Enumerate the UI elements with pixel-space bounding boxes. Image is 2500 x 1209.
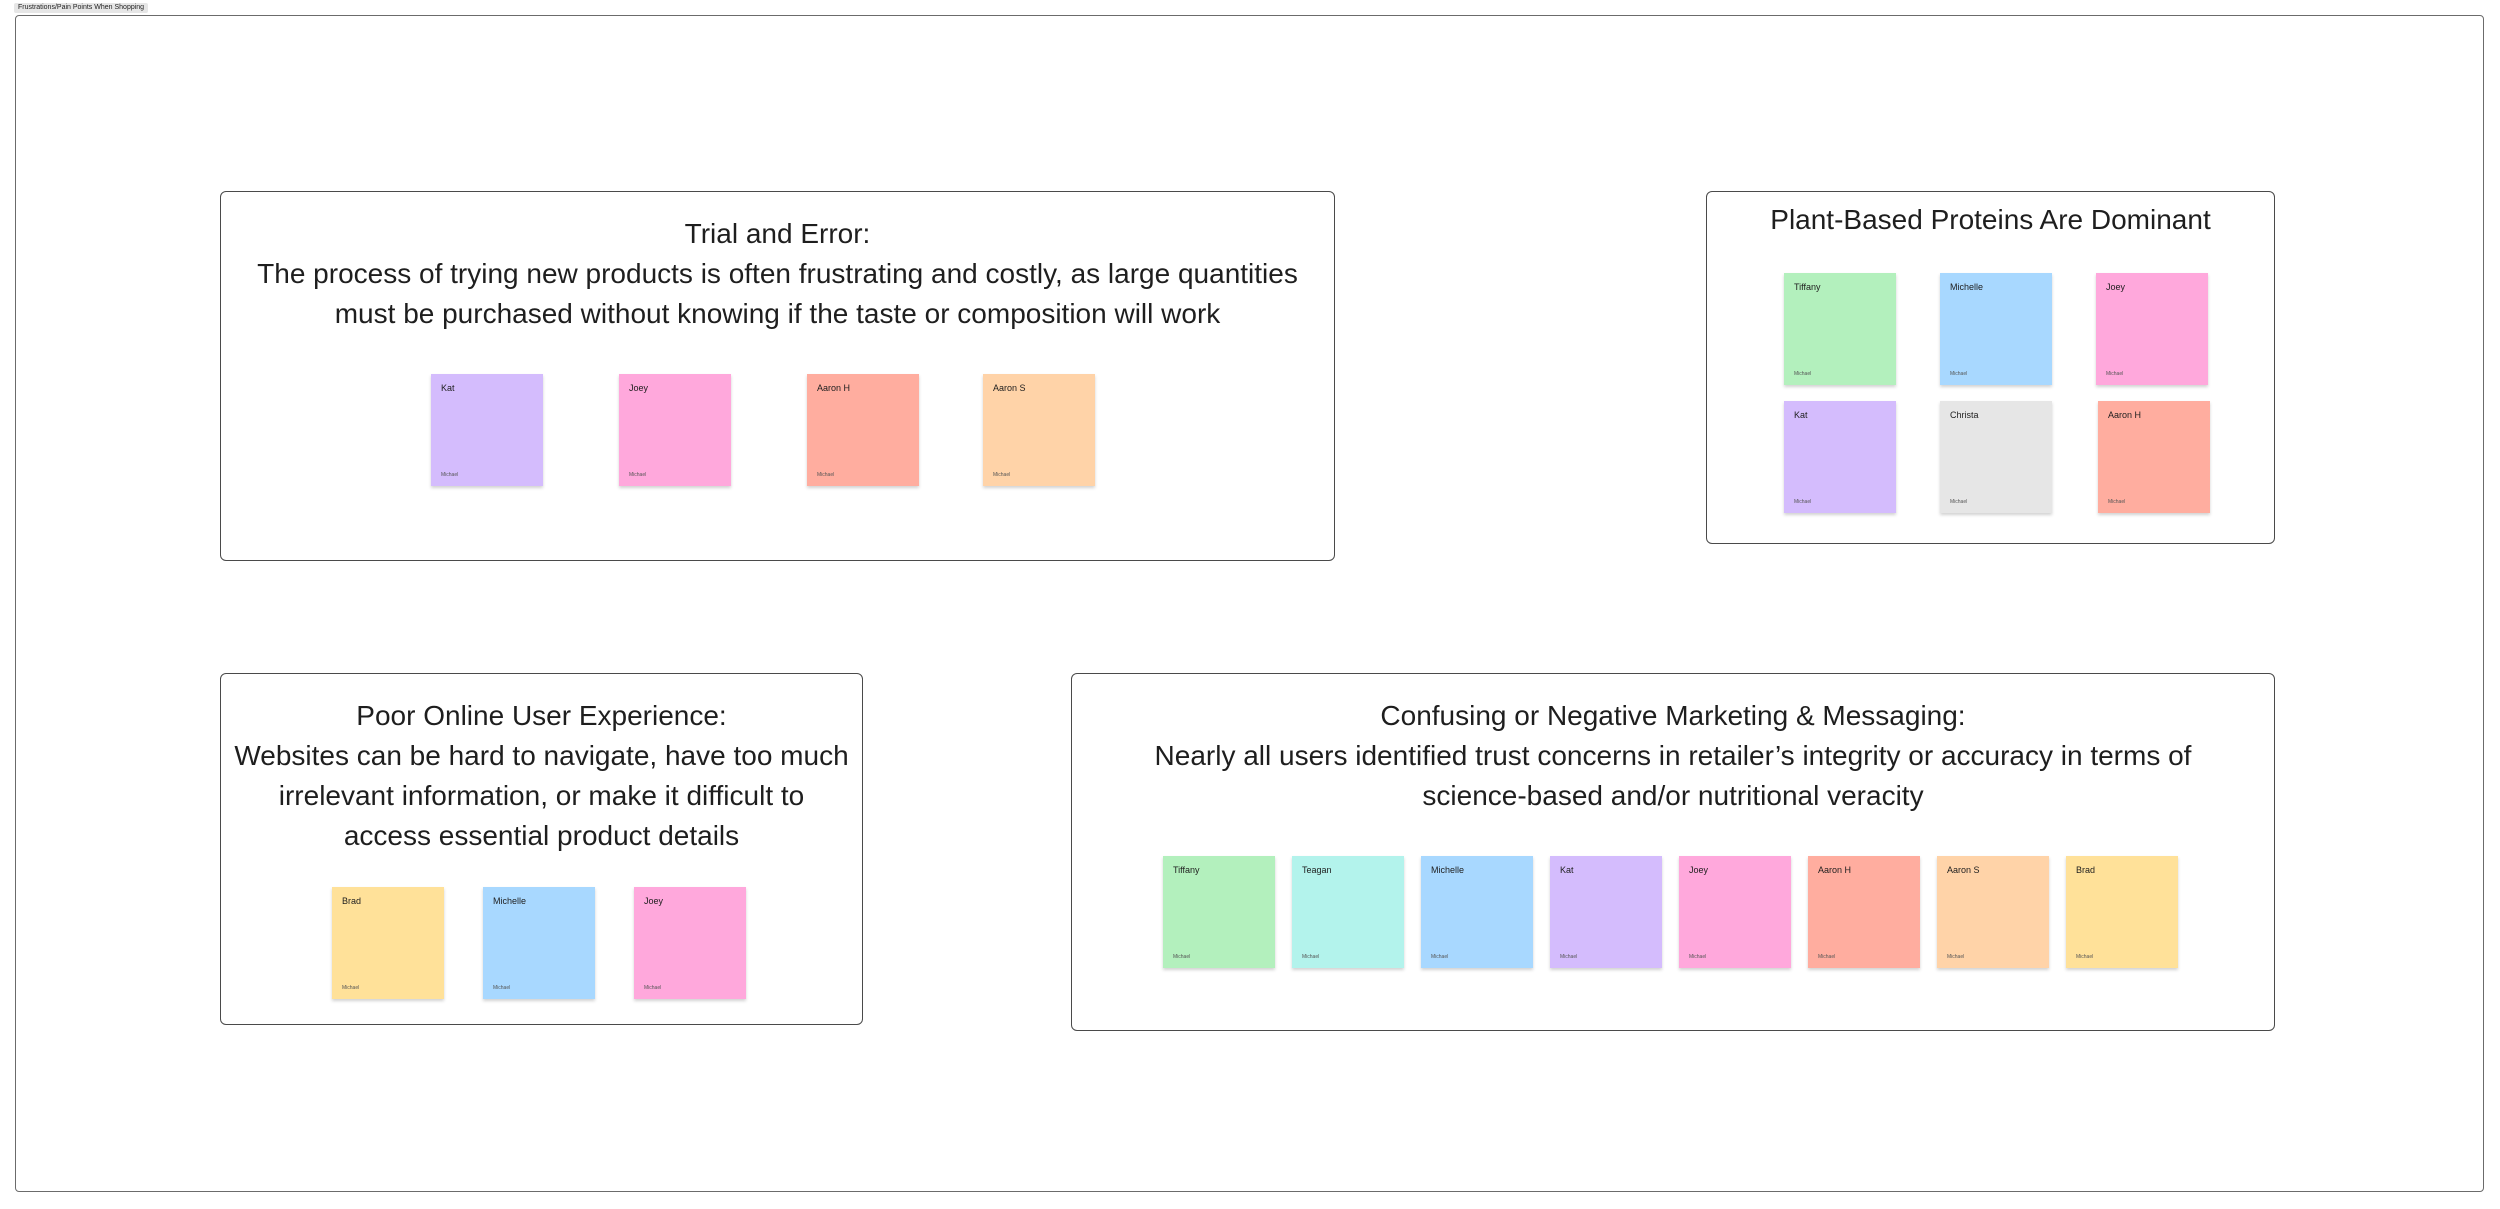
sticky-note-author: Michael (1560, 954, 1578, 960)
sticky-note-name: Kat (441, 383, 455, 393)
sticky-note[interactable]: Michelle Michael (1421, 856, 1533, 968)
sticky-note[interactable]: Aaron H Michael (807, 374, 919, 486)
sticky-note[interactable]: Christa Michael (1940, 401, 2052, 513)
sticky-note-name: Joey (629, 383, 649, 393)
sticky-note-author: Michael (1302, 954, 1320, 960)
sticky-note-name: Aaron H (817, 383, 851, 393)
sticky-note[interactable]: Kat Michael (1784, 401, 1896, 513)
sticky-note-author: Michael (993, 472, 1011, 478)
sticky-note[interactable]: Joey Michael (634, 887, 746, 999)
section-title: Trial and Error: (684, 218, 871, 249)
sticky-note[interactable]: Joey Michael (619, 374, 731, 486)
sticky-note-author: Michael (644, 985, 662, 991)
sticky-note-name: Michelle (1431, 865, 1465, 875)
section-trial-and-error[interactable]: Trial and Error: The process of trying ne… (220, 191, 1335, 561)
frame-title[interactable]: Frustrations/Pain Points When Shopping (14, 3, 149, 13)
sticky-note-author: Michael (441, 472, 459, 478)
section-description-line: The process of trying new products is of… (257, 258, 1298, 289)
sticky-note-name: Aaron S (993, 383, 1026, 393)
section-description-line: Websites can be hard to navigate, have t… (234, 740, 849, 771)
sticky-note[interactable]: Kat Michael (1550, 856, 1662, 968)
sticky-note[interactable]: Michelle Michael (483, 887, 595, 999)
sticky-note-author: Michael (1947, 954, 1965, 960)
section-heading: Confusing or Negative Marketing & Messag… (1072, 696, 2274, 816)
sticky-note-name: Michelle (1950, 282, 1984, 292)
sticky-note-name: Kat (1560, 865, 1574, 875)
section-description-line: irrelevant information, or make it diffi… (278, 780, 805, 811)
section-description-line: science-based and/or nutritional veracit… (1422, 780, 1924, 811)
sticky-note-name: Tiffany (1173, 865, 1200, 875)
sticky-note-name: Joey (2106, 282, 2126, 292)
sticky-note-name: Christa (1950, 410, 1979, 420)
sticky-note-author: Michael (2076, 954, 2094, 960)
board-frame[interactable] (15, 15, 2484, 1192)
sticky-note-author: Michael (2106, 371, 2124, 377)
section-heading: Poor Online User Experience: Websites can… (221, 696, 862, 856)
sticky-note-name: Aaron H (1818, 865, 1852, 875)
sticky-note-author: Michael (1950, 371, 1968, 377)
section-confusing-marketing[interactable]: Confusing or Negative Marketing & Messag… (1071, 673, 2275, 1031)
sticky-note[interactable]: Brad Michael (2066, 856, 2178, 968)
sticky-note[interactable]: Teagan Michael (1292, 856, 1404, 968)
sticky-note[interactable]: Joey Michael (1679, 856, 1791, 968)
sticky-note-author: Michael (1794, 499, 1812, 505)
sticky-note-author: Michael (1173, 954, 1191, 960)
sticky-note[interactable]: Aaron H Michael (2098, 401, 2210, 513)
sticky-note[interactable]: Aaron S Michael (983, 374, 1095, 486)
sticky-note[interactable]: Tiffany Michael (1784, 273, 1896, 385)
section-title: Poor Online User Experience: (356, 700, 727, 731)
sticky-note-author: Michael (342, 985, 360, 991)
sticky-note-name: Aaron S (1947, 865, 1980, 875)
section-title: Confusing or Negative Marketing & Messag… (1380, 700, 1966, 731)
sticky-note-name: Michelle (493, 896, 527, 906)
sticky-note-name: Brad (2076, 865, 2096, 875)
sticky-note-name: Joey (1689, 865, 1709, 875)
sticky-note[interactable]: Tiffany Michael (1163, 856, 1275, 968)
sticky-note-author: Michael (493, 985, 511, 991)
sticky-note-name: Tiffany (1794, 282, 1821, 292)
sticky-note-name: Brad (342, 896, 362, 906)
sticky-note-author: Michael (1689, 954, 1707, 960)
sticky-note-name: Aaron H (2108, 410, 2142, 420)
sticky-note-author: Michael (817, 472, 835, 478)
section-heading: Trial and Error: The process of trying ne… (221, 214, 1334, 334)
section-heading: Plant-Based Proteins Are Dominant (1707, 200, 2274, 240)
sticky-note-author: Michael (1794, 371, 1812, 377)
sticky-note-name: Teagan (1302, 865, 1332, 875)
sticky-note[interactable]: Joey Michael (2096, 273, 2208, 385)
section-title: Plant-Based Proteins Are Dominant (1770, 204, 2211, 235)
sticky-note-author: Michael (1950, 499, 1968, 505)
section-description-line: access essential product details (343, 820, 740, 851)
sticky-note-author: Michael (1818, 954, 1836, 960)
sticky-note-author: Michael (629, 472, 647, 478)
sticky-note-author: Michael (2108, 499, 2126, 505)
sticky-note-name: Joey (644, 896, 664, 906)
sticky-note-author: Michael (1431, 954, 1449, 960)
sticky-note[interactable]: Brad Michael (332, 887, 444, 999)
section-description-line: must be purchased without knowing if the… (334, 298, 1221, 329)
section-poor-online-ux[interactable]: Poor Online User Experience: Websites can… (220, 673, 863, 1025)
sticky-note[interactable]: Kat Michael (431, 374, 543, 486)
section-description-line: Nearly all users identified trust concer… (1154, 740, 2192, 771)
sticky-note[interactable]: Aaron H Michael (1808, 856, 1920, 968)
sticky-note[interactable]: Aaron S Michael (1937, 856, 2049, 968)
section-plant-based-proteins[interactable]: Plant-Based Proteins Are Dominant Tiffan… (1706, 191, 2275, 544)
sticky-note[interactable]: Michelle Michael (1940, 273, 2052, 385)
sticky-note-name: Kat (1794, 410, 1808, 420)
